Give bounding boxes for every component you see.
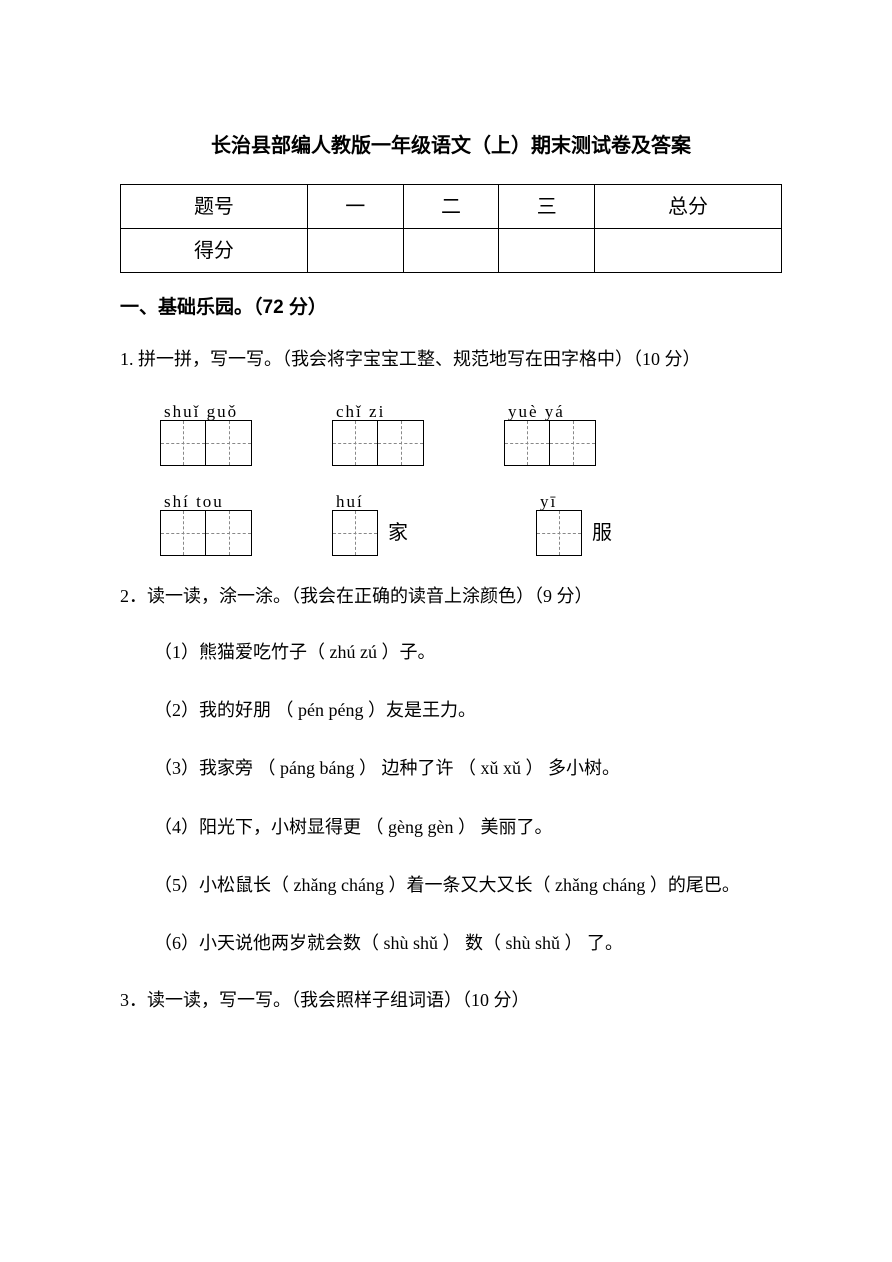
tianzige-box xyxy=(332,510,378,556)
tianzige-box xyxy=(378,420,424,466)
tianzige-box xyxy=(550,420,596,466)
tianzige-box xyxy=(160,510,206,556)
tianzige-box xyxy=(160,420,206,466)
pinyin-row-1: shuǐ guǒ chǐ zi yuè yá xyxy=(120,398,782,466)
header-cell: 题号 xyxy=(121,185,308,229)
pinyin-group: shuǐ guǒ xyxy=(160,398,252,466)
tianzige-with-char: 服 xyxy=(536,510,612,556)
pinyin-label: huí xyxy=(332,488,364,508)
pinyin-group: chǐ zi xyxy=(332,398,424,466)
score-cell xyxy=(595,229,782,273)
table-row: 得分 xyxy=(121,229,782,273)
score-cell xyxy=(307,229,403,273)
section-header-1: 一、基础乐园。（72 分） xyxy=(120,293,782,323)
tianzige-pair xyxy=(504,420,596,466)
trailing-char: 家 xyxy=(388,517,408,549)
tianzige-pair xyxy=(332,420,424,466)
header-cell: 一 xyxy=(307,185,403,229)
tianzige-box xyxy=(536,510,582,556)
exam-title: 长治县部编人教版一年级语文（上）期末测试卷及答案 xyxy=(120,130,782,162)
header-cell: 二 xyxy=(403,185,499,229)
pinyin-label: shuǐ guǒ xyxy=(160,398,238,418)
pinyin-group: yuè yá xyxy=(504,398,596,466)
tianzige-box xyxy=(332,420,378,466)
trailing-char: 服 xyxy=(592,517,612,549)
sub-item: （6）小天说他两岁就会数（ shù shǔ ） 数（ shù shǔ ） 了。 xyxy=(154,926,782,960)
pinyin-group: huí 家 xyxy=(332,488,408,556)
header-cell: 总分 xyxy=(595,185,782,229)
score-label-cell: 得分 xyxy=(121,229,308,273)
sub-item: （5）小松鼠长（ zhǎng cháng ）着一条又大又长（ zhǎng chá… xyxy=(154,868,782,902)
pinyin-label: chǐ zi xyxy=(332,398,385,418)
pinyin-row-2: shí tou huí 家 yī 服 xyxy=(120,488,782,556)
tianzige-with-char: 家 xyxy=(332,510,408,556)
pinyin-label: shí tou xyxy=(160,488,224,508)
score-cell xyxy=(499,229,595,273)
sub-item: （1）熊猫爱吃竹子（ zhú zú ）子。 xyxy=(154,635,782,669)
question-1: 1. 拼一拼，写一写。（我会将字宝宝工整、规范地写在田字格中）（10 分） xyxy=(120,345,782,374)
tianzige-pair xyxy=(160,510,252,556)
tianzige-pair xyxy=(160,420,252,466)
sub-item: （4）阳光下，小树显得更 （ gèng gèn ） 美丽了。 xyxy=(154,810,782,844)
question-3: 3．读一读，写一写。（我会照样子组词语）（10 分） xyxy=(120,986,782,1015)
pinyin-label: yī xyxy=(536,488,557,508)
pinyin-group: shí tou xyxy=(160,488,252,556)
tianzige-box xyxy=(504,420,550,466)
score-cell xyxy=(403,229,499,273)
tianzige-box xyxy=(206,510,252,556)
score-table: 题号 一 二 三 总分 得分 xyxy=(120,184,782,273)
table-row: 题号 一 二 三 总分 xyxy=(121,185,782,229)
header-cell: 三 xyxy=(499,185,595,229)
question-2: 2．读一读，涂一涂。（我会在正确的读音上涂颜色）（9 分） xyxy=(120,582,782,611)
sub-item: （3）我家旁 （ páng báng ） 边种了许 （ xǔ xǔ ） 多小树。 xyxy=(154,751,782,785)
pinyin-label: yuè yá xyxy=(504,398,565,418)
sub-item: （2）我的好朋 （ pén péng ）友是王力。 xyxy=(154,693,782,727)
tianzige-box xyxy=(206,420,252,466)
pinyin-group: yī 服 xyxy=(536,488,612,556)
